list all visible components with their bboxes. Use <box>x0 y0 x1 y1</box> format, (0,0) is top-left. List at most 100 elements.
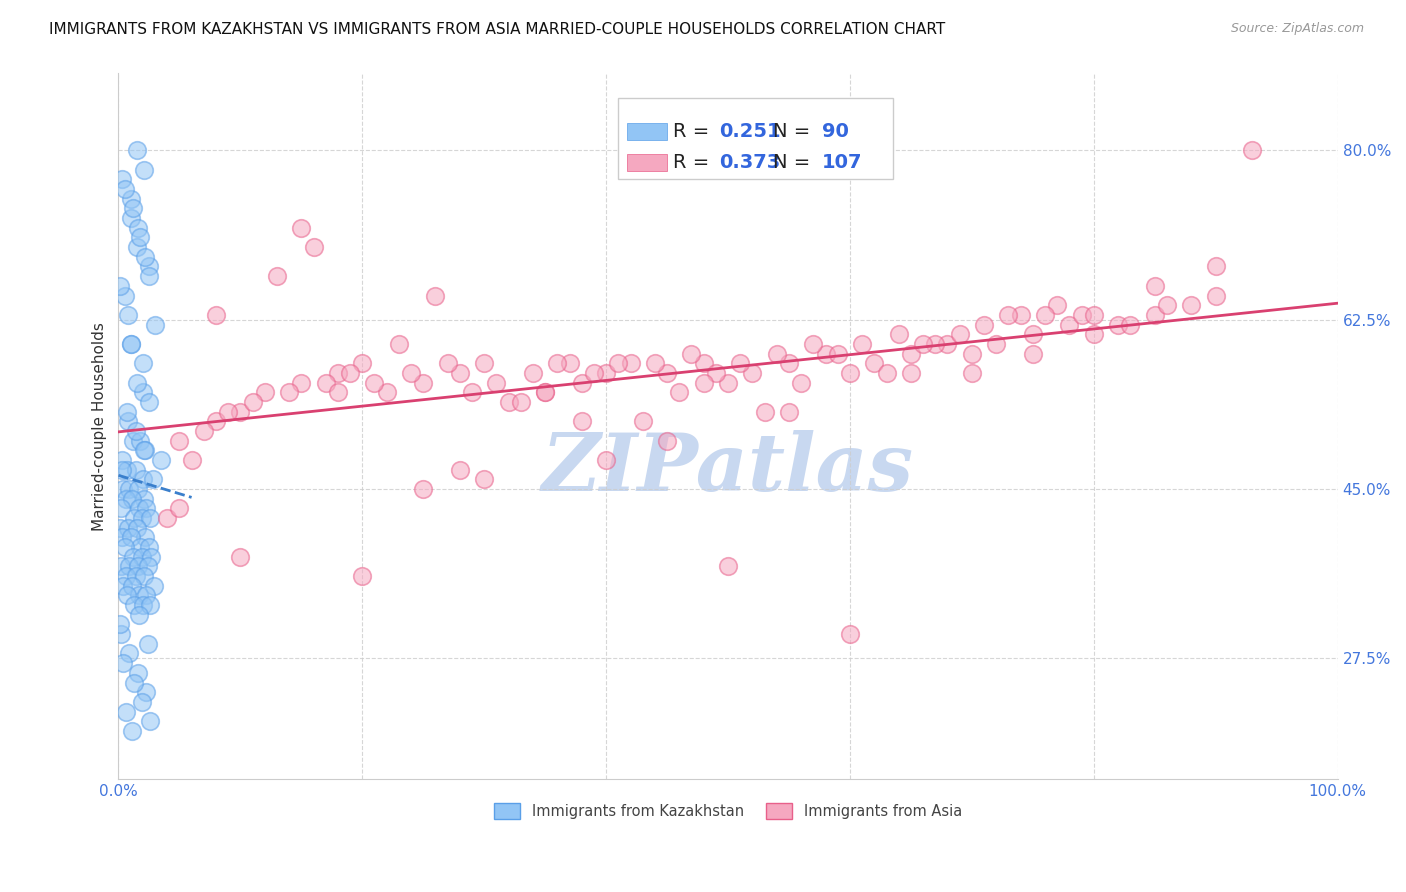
Point <box>121 491 143 506</box>
Point <box>115 463 138 477</box>
Point <box>125 521 148 535</box>
Point <box>827 346 849 360</box>
Text: 0.251: 0.251 <box>720 122 782 141</box>
Point <box>124 598 146 612</box>
Point <box>127 665 149 680</box>
Point <box>352 569 374 583</box>
Text: R =: R = <box>673 122 716 141</box>
Point <box>765 346 787 360</box>
Point <box>1046 298 1069 312</box>
Point <box>138 260 160 274</box>
Point <box>1107 318 1129 332</box>
Point <box>876 366 898 380</box>
Point <box>138 540 160 554</box>
Point <box>131 695 153 709</box>
Point <box>363 376 385 390</box>
Point <box>997 308 1019 322</box>
FancyBboxPatch shape <box>619 98 893 179</box>
Point <box>129 540 152 554</box>
Point <box>115 404 138 418</box>
Point <box>290 220 312 235</box>
Point <box>142 472 165 486</box>
Point <box>120 337 142 351</box>
Point <box>134 530 156 544</box>
Point <box>118 559 141 574</box>
Point <box>131 549 153 564</box>
Point <box>114 540 136 554</box>
Point <box>112 579 135 593</box>
Text: 107: 107 <box>823 153 862 172</box>
Point <box>117 414 139 428</box>
Point <box>924 337 946 351</box>
Point <box>436 356 458 370</box>
Point <box>814 346 837 360</box>
Point <box>655 366 678 380</box>
Point <box>887 327 910 342</box>
Point <box>912 337 935 351</box>
Point <box>114 288 136 302</box>
Point <box>125 144 148 158</box>
Point <box>960 346 983 360</box>
Text: ZIPatlas: ZIPatlas <box>541 430 914 508</box>
Text: 0.373: 0.373 <box>720 153 780 172</box>
Point <box>449 463 471 477</box>
Point <box>122 202 145 216</box>
Point <box>242 395 264 409</box>
Point <box>150 453 173 467</box>
Point <box>607 356 630 370</box>
Point <box>1205 288 1227 302</box>
Point <box>125 376 148 390</box>
Point <box>741 366 763 380</box>
Point <box>352 356 374 370</box>
Point <box>117 521 139 535</box>
Point <box>180 453 202 467</box>
Point <box>217 404 239 418</box>
Point <box>790 376 813 390</box>
Point <box>375 385 398 400</box>
Point <box>121 579 143 593</box>
Point <box>205 308 228 322</box>
Point <box>399 366 422 380</box>
FancyBboxPatch shape <box>627 123 666 140</box>
Point <box>692 356 714 370</box>
Text: N =: N = <box>773 122 817 141</box>
Point <box>1070 308 1092 322</box>
Point <box>142 579 165 593</box>
Legend: Immigrants from Kazakhstan, Immigrants from Asia: Immigrants from Kazakhstan, Immigrants f… <box>488 797 967 825</box>
Point <box>1033 308 1056 322</box>
Point <box>1205 260 1227 274</box>
Point <box>778 404 800 418</box>
Point <box>169 434 191 448</box>
Point <box>127 559 149 574</box>
Point <box>1022 346 1045 360</box>
Point <box>125 240 148 254</box>
Point <box>803 337 825 351</box>
Point <box>108 278 131 293</box>
Point <box>136 559 159 574</box>
Point <box>110 501 132 516</box>
Point <box>851 337 873 351</box>
Point <box>118 647 141 661</box>
Point <box>124 463 146 477</box>
Point <box>339 366 361 380</box>
Point <box>631 414 654 428</box>
Point <box>127 220 149 235</box>
Point <box>143 318 166 332</box>
Point <box>1180 298 1202 312</box>
Point <box>112 656 135 670</box>
Point <box>412 482 434 496</box>
Point <box>124 511 146 525</box>
Text: IMMIGRANTS FROM KAZAKHSTAN VS IMMIGRANTS FROM ASIA MARRIED-COUPLE HOUSEHOLDS COR: IMMIGRANTS FROM KAZAKHSTAN VS IMMIGRANTS… <box>49 22 945 37</box>
Point <box>128 589 150 603</box>
Point <box>134 443 156 458</box>
Point <box>124 424 146 438</box>
Point <box>129 434 152 448</box>
Point <box>229 404 252 418</box>
Point <box>534 385 557 400</box>
Point <box>1143 308 1166 322</box>
Point <box>485 376 508 390</box>
Point <box>986 337 1008 351</box>
Point <box>839 366 862 380</box>
Point <box>138 395 160 409</box>
Point <box>960 366 983 380</box>
